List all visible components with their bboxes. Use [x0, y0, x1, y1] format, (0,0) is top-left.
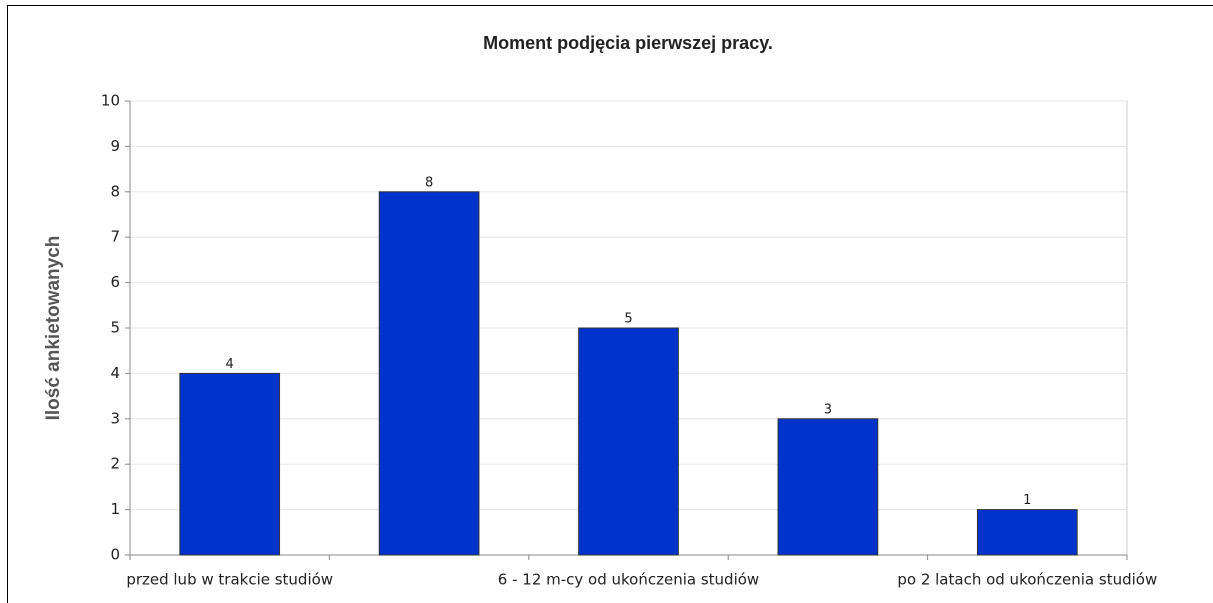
value-label: 5 [624, 312, 632, 327]
x-tick-label: 6 - 12 m-cy od ukończenia studiów [498, 571, 759, 589]
x-tick-label: przed lub w trakcie studiów [126, 571, 333, 589]
y-tick-label: 4 [110, 364, 120, 382]
y-tick-label: 5 [110, 319, 120, 337]
bar [777, 418, 879, 556]
y-tick-label: 1 [110, 500, 120, 518]
y-tick-label: 3 [110, 409, 120, 427]
bar [976, 509, 1078, 556]
y-axis-label: Ilość ankietowanych [43, 236, 64, 421]
value-label: 4 [226, 357, 234, 372]
bar [179, 372, 281, 556]
y-tick-label: 9 [110, 137, 120, 155]
bar [378, 191, 480, 556]
bar [578, 327, 679, 556]
y-tick-label: 8 [110, 182, 120, 200]
y-tick-label: 2 [110, 455, 120, 473]
value-label: 1 [1023, 493, 1031, 508]
y-tick-label: 10 [101, 92, 120, 110]
y-tick-label: 6 [110, 273, 120, 291]
y-tick-label: 0 [110, 546, 120, 564]
chart-title: Moment podjęcia pierwszej pracy. [483, 33, 773, 53]
x-tick-label: po 2 latach od ukończenia studiów [897, 571, 1157, 589]
value-label: 8 [425, 175, 433, 190]
y-tick-label: 7 [110, 228, 120, 246]
value-label: 3 [824, 402, 832, 417]
